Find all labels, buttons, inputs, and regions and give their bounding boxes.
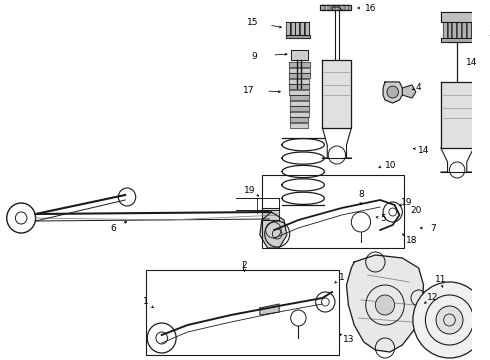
Text: 10: 10: [385, 161, 396, 170]
Text: 19: 19: [244, 185, 255, 194]
Polygon shape: [441, 12, 473, 22]
Text: 14: 14: [418, 145, 429, 154]
Polygon shape: [337, 5, 340, 10]
Polygon shape: [286, 22, 290, 35]
Polygon shape: [262, 208, 279, 220]
Text: 6: 6: [111, 224, 117, 233]
Text: 2: 2: [242, 261, 247, 270]
Text: 20: 20: [410, 206, 421, 215]
Polygon shape: [290, 90, 309, 95]
Polygon shape: [462, 22, 466, 38]
Polygon shape: [332, 5, 335, 10]
Polygon shape: [260, 304, 279, 315]
Text: 13: 13: [343, 336, 354, 345]
Polygon shape: [467, 22, 471, 38]
Text: 15: 15: [247, 18, 259, 27]
Polygon shape: [290, 106, 309, 111]
Circle shape: [436, 306, 463, 334]
Polygon shape: [291, 122, 308, 127]
Polygon shape: [342, 5, 344, 10]
Circle shape: [387, 86, 398, 98]
Text: 7: 7: [430, 224, 436, 233]
Circle shape: [375, 295, 394, 315]
Polygon shape: [443, 22, 446, 38]
Polygon shape: [300, 22, 304, 35]
Polygon shape: [290, 95, 309, 100]
Circle shape: [413, 282, 486, 358]
Text: 4: 4: [416, 82, 421, 91]
Text: 1: 1: [339, 274, 344, 283]
Polygon shape: [290, 100, 309, 105]
Polygon shape: [289, 68, 310, 72]
Polygon shape: [319, 5, 351, 10]
Polygon shape: [447, 22, 451, 38]
Text: 8: 8: [358, 189, 364, 198]
Polygon shape: [291, 50, 308, 60]
Polygon shape: [402, 85, 416, 98]
Text: 3: 3: [488, 28, 490, 37]
Text: 1: 1: [144, 297, 149, 306]
Polygon shape: [289, 84, 309, 89]
Text: 18: 18: [406, 235, 417, 244]
Polygon shape: [441, 38, 473, 42]
Polygon shape: [327, 5, 330, 10]
Polygon shape: [452, 22, 456, 38]
Polygon shape: [346, 5, 349, 10]
Text: 19: 19: [401, 198, 413, 207]
Text: 16: 16: [365, 4, 376, 13]
Text: 11: 11: [435, 275, 446, 284]
Polygon shape: [291, 22, 294, 35]
Text: 14: 14: [466, 58, 477, 67]
Polygon shape: [441, 82, 473, 148]
Polygon shape: [346, 255, 423, 352]
Polygon shape: [383, 82, 402, 103]
Text: 5: 5: [380, 213, 386, 222]
Polygon shape: [305, 22, 309, 35]
Text: 17: 17: [243, 86, 254, 95]
Polygon shape: [289, 62, 310, 67]
Bar: [147, 270, 339, 355]
Polygon shape: [286, 35, 310, 38]
Polygon shape: [322, 60, 351, 128]
Polygon shape: [457, 22, 461, 38]
Polygon shape: [295, 22, 299, 35]
Polygon shape: [260, 212, 287, 248]
Polygon shape: [289, 78, 310, 84]
Text: 12: 12: [427, 293, 439, 302]
Text: 9: 9: [251, 51, 257, 60]
Bar: [262, 175, 404, 248]
Polygon shape: [289, 73, 310, 78]
Polygon shape: [290, 117, 309, 122]
Polygon shape: [322, 5, 325, 10]
Polygon shape: [290, 112, 309, 117]
